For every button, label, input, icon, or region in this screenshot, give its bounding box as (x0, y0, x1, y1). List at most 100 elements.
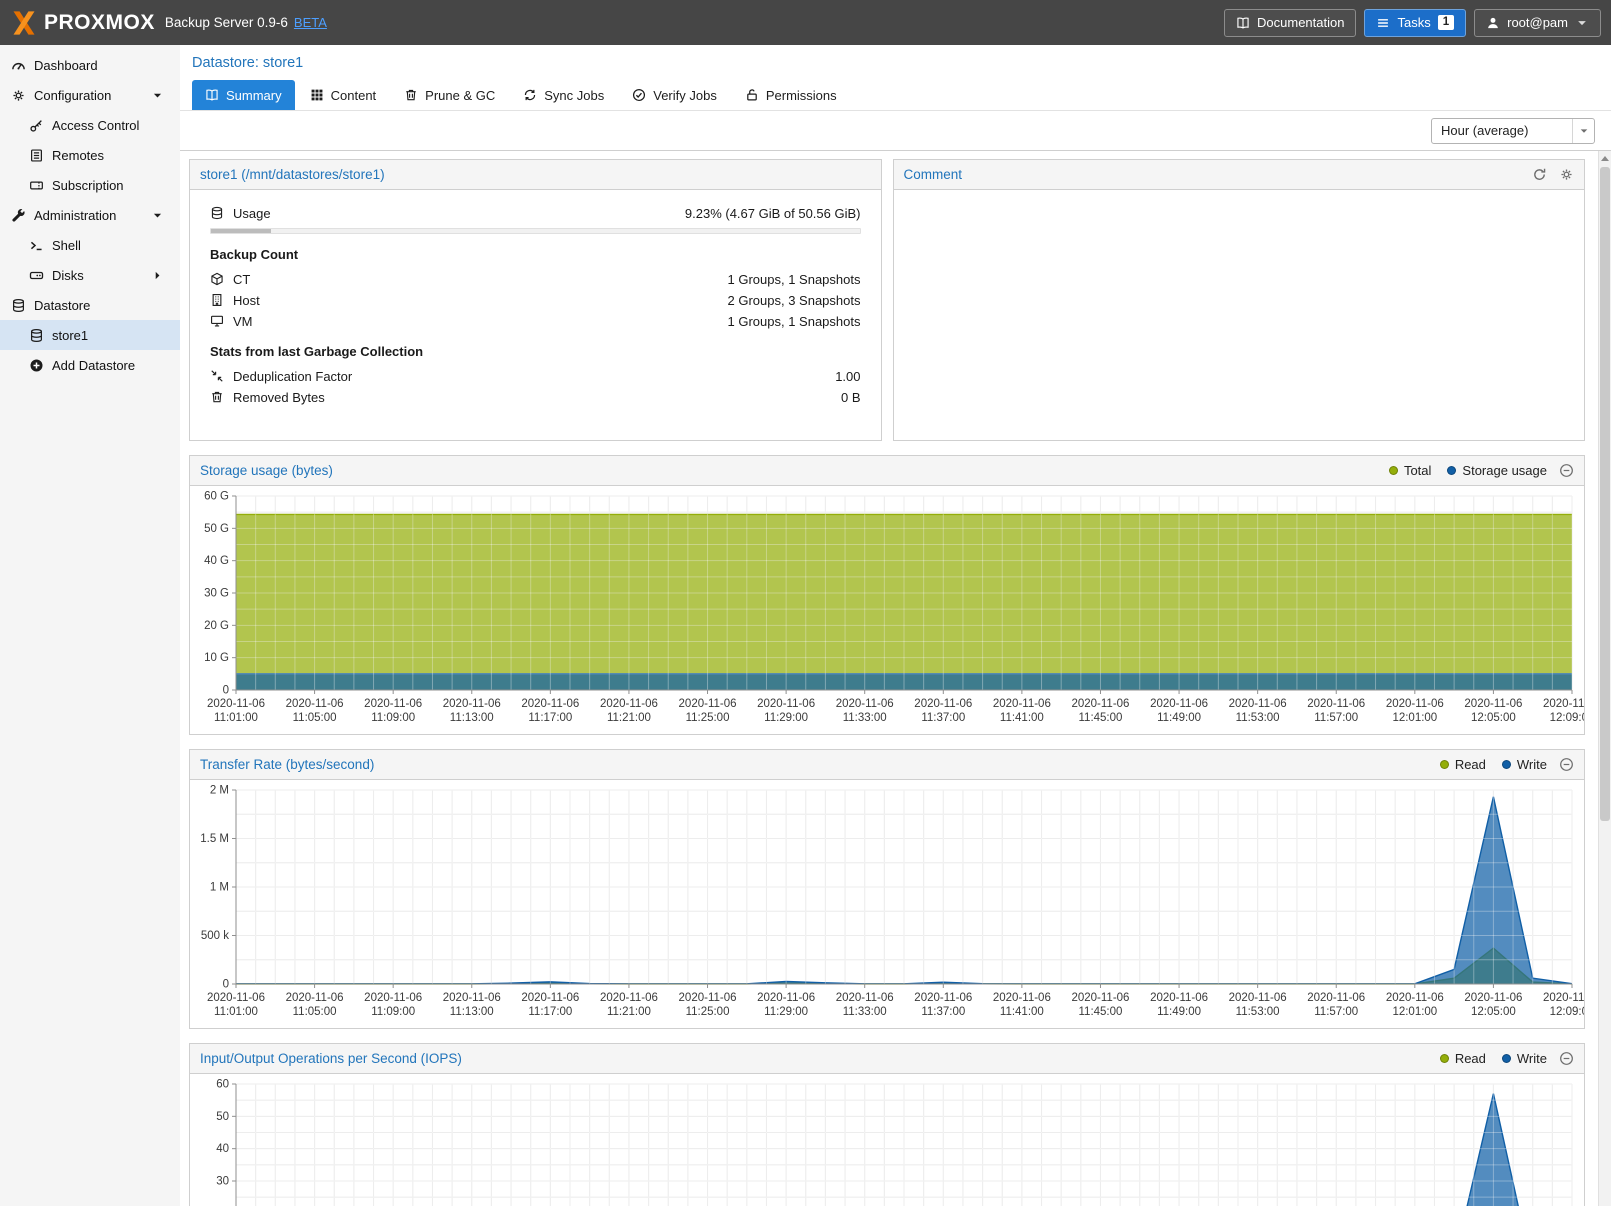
svg-text:11:01:00: 11:01:00 (214, 712, 258, 724)
legend-item-read[interactable]: Read (1439, 1051, 1486, 1066)
svg-text:40: 40 (216, 1143, 229, 1155)
svg-text:11:41:00: 11:41:00 (1000, 712, 1044, 724)
legend-dot (1447, 466, 1457, 475)
svg-text:11:41:00: 11:41:00 (1000, 1006, 1044, 1018)
svg-text:2020-11-06: 2020-11-06 (521, 992, 579, 1004)
legend-label: Write (1516, 1051, 1547, 1066)
sidebar-item-shell[interactable]: Shell (0, 230, 180, 260)
legend-item-write[interactable]: Write (1501, 1051, 1547, 1066)
chart-title: Transfer Rate (bytes/second) (200, 757, 375, 772)
svg-text:1.5 M: 1.5 M (200, 833, 229, 845)
user-icon (1486, 16, 1500, 30)
collapse-chart-button[interactable] (1559, 1051, 1574, 1066)
sidebar-item-label: Add Datastore (52, 357, 136, 373)
legend-label: Storage usage (1462, 463, 1547, 478)
tab-prune-gc[interactable]: Prune & GC (391, 80, 508, 110)
range-combobox[interactable]: Hour (average) (1431, 117, 1595, 144)
sidebar-item-subscription[interactable]: Subscription (0, 170, 180, 200)
tab-verify-jobs[interactable]: Verify Jobs (619, 80, 730, 110)
tab-label: Summary (226, 87, 282, 103)
svg-text:11:49:00: 11:49:00 (1157, 712, 1201, 724)
sidebar-item-remotes[interactable]: Remotes (0, 140, 180, 170)
sidebar-item-access-control[interactable]: Access Control (0, 110, 180, 140)
cube-icon (210, 272, 224, 286)
svg-text:2020-11-06: 2020-11-06 (443, 698, 501, 710)
legend-item-total[interactable]: Total (1388, 463, 1431, 478)
svg-text:60 G: 60 G (204, 491, 229, 503)
book-icon (205, 88, 219, 102)
brand-name: PROXMOX (44, 10, 155, 34)
sidebar-item-dashboard[interactable]: Dashboard (0, 50, 180, 80)
tab-sync-jobs[interactable]: Sync Jobs (510, 80, 617, 110)
svg-text:2020-11-06: 2020-11-06 (1229, 698, 1287, 710)
tab-permissions[interactable]: Permissions (732, 80, 850, 110)
svg-text:30 G: 30 G (204, 588, 229, 600)
chart-range-toolbar: Hour (average) (180, 111, 1611, 151)
tab-content[interactable]: Content (297, 80, 390, 110)
svg-text:2020-11-06: 2020-11-06 (914, 698, 972, 710)
sidebar-item-add-datastore[interactable]: Add Datastore (0, 350, 180, 380)
tasks-button[interactable]: Tasks 1 (1364, 8, 1467, 37)
sidebar-item-configuration[interactable]: Configuration (0, 80, 180, 110)
transfer-rate-chart: 0 500 k 1 M 1.5 M 2 M 2020-11-06 11:01:00 2020-… (190, 780, 1601, 1028)
chart-title: Storage usage (bytes) (200, 463, 333, 478)
tab-summary[interactable]: Summary (192, 80, 295, 110)
svg-text:11:17:00: 11:17:00 (528, 712, 572, 724)
comment-panel: Comment (892, 159, 1585, 441)
tab-label: Sync Jobs (544, 87, 605, 103)
legend-item-storage-usage[interactable]: Storage usage (1447, 463, 1547, 478)
scrollbar-thumb[interactable] (1600, 167, 1610, 822)
main-content: Datastore: store1 Summary Content Prune & … (180, 45, 1611, 1206)
user-menu-button[interactable]: root@pam (1474, 8, 1601, 37)
legend-label: Write (1516, 757, 1547, 772)
hdd-icon (29, 268, 44, 283)
chevron-down-icon[interactable] (1572, 118, 1594, 143)
legend-item-read[interactable]: Read (1439, 757, 1486, 772)
sidebar-item-datastore[interactable]: Datastore (0, 290, 180, 320)
chart-legend: Read Write (1439, 1051, 1547, 1066)
sidebar-item-disks[interactable]: Disks (0, 260, 180, 290)
range-combobox-value: Hour (average) (1441, 123, 1529, 138)
svg-text:2020-11-06: 2020-11-06 (836, 698, 894, 710)
scrollbar[interactable] (1598, 151, 1611, 1206)
trash-icon (210, 390, 224, 404)
svg-text:11:37:00: 11:37:00 (921, 1006, 965, 1018)
svg-text:2020-11-06: 2020-11-06 (1071, 698, 1129, 710)
iops-chart: 01020304050602020-11-0611:01:002020-11-0… (190, 1074, 1584, 1206)
svg-text:40 G: 40 G (204, 555, 229, 567)
beta-link[interactable]: BETA (293, 15, 327, 30)
check-circle-icon (632, 88, 646, 102)
svg-text:2020-11-06: 2020-11-06 (521, 698, 579, 710)
terminal-icon (29, 238, 44, 253)
triangle-up-icon (1601, 156, 1609, 161)
collapse-chart-button[interactable] (1559, 757, 1574, 772)
svg-text:11:05:00: 11:05:00 (293, 1006, 337, 1018)
sidebar-item-label: store1 (52, 327, 89, 343)
comment-reload-button[interactable] (1532, 167, 1547, 182)
svg-text:11:29:00: 11:29:00 (764, 1006, 808, 1018)
sidebar-item-administration[interactable]: Administration (0, 200, 180, 230)
documentation-button[interactable]: Documentation (1224, 8, 1357, 37)
scroll-up-button[interactable] (1599, 151, 1611, 166)
sidebar-item-label: Subscription (52, 177, 124, 193)
svg-text:2020-11-06: 2020-11-06 (679, 698, 737, 710)
iops-chart-panel: Input/Output Operations per Second (IOPS… (189, 1043, 1585, 1206)
legend-item-write[interactable]: Write (1501, 757, 1547, 772)
svg-text:11:29:00: 11:29:00 (764, 712, 808, 724)
collapse-chart-button[interactable] (1559, 463, 1574, 478)
comment-settings-button[interactable] (1559, 167, 1574, 182)
minus-circle-icon (1559, 1051, 1574, 1066)
database-icon (29, 328, 44, 343)
legend-label: Read (1454, 1051, 1486, 1066)
gc-stats-heading: Stats from last Garbage Collection (210, 344, 424, 359)
sidebar-item-store1[interactable]: store1 (0, 320, 180, 350)
svg-text:11:21:00: 11:21:00 (607, 712, 651, 724)
tab-label: Content (330, 87, 377, 103)
legend-dot (1388, 466, 1398, 475)
svg-text:11:37:00: 11:37:00 (921, 712, 965, 724)
svg-text:2020-11-06: 2020-11-06 (993, 992, 1051, 1004)
compress-icon (210, 369, 224, 383)
svg-text:2020-11-06: 2020-11-06 (286, 698, 344, 710)
backup-count-heading: Backup Count (210, 247, 299, 262)
summary-panel-title: store1 (/mnt/datastores/store1) (200, 167, 385, 182)
